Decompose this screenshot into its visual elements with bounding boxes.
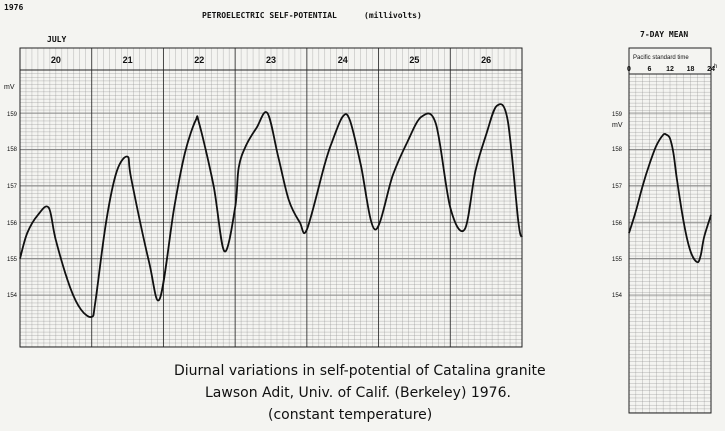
day-label: 21 <box>123 55 133 65</box>
trace-layer <box>19 103 712 318</box>
day-header-row: 20 21 22 23 24 25 26 <box>51 55 491 65</box>
main-ytick-label: 159 <box>7 112 18 118</box>
units-label: (millivolts) <box>364 10 422 20</box>
mean-xtick-label: 24 <box>707 66 715 73</box>
day-label: 23 <box>266 55 276 65</box>
mean-xtick-label: 0 <box>627 66 631 73</box>
mean-unit-label: mV <box>612 122 623 129</box>
caption-line-1: Diurnal variations in self-potential of … <box>170 363 550 379</box>
mean-xtick-label: 12 <box>666 66 674 73</box>
mean-grid <box>628 47 712 414</box>
mean-xlabel: Pacific standard time <box>633 55 689 61</box>
caption-line-2: Lawson Adit, Univ. of Calif. (Berkeley) … <box>201 385 515 401</box>
main-ytick-label: 158 <box>7 147 18 153</box>
mean-trace <box>628 132 712 264</box>
mean-ytick-label: 156 <box>612 221 623 227</box>
day-label: 20 <box>51 55 61 65</box>
main-ytick-label: 155 <box>7 257 18 263</box>
month-label: JULY <box>47 35 66 44</box>
mean-xtick-label: 18 <box>687 66 695 73</box>
year-label: 1976 <box>4 3 23 12</box>
main-grid <box>19 47 523 348</box>
main-ytick-label: 157 <box>7 184 18 190</box>
mean-xtick-label: 6 <box>648 66 652 73</box>
day-label: 26 <box>481 55 491 65</box>
mean-ytick-label: 158 <box>612 147 623 153</box>
self-potential-trace <box>19 103 523 318</box>
main-ytick-label: 154 <box>7 293 18 299</box>
day-label: 22 <box>194 55 204 65</box>
caption-line-3: (constant temperature) <box>264 407 437 423</box>
mean-hour-header: 0 6 12 18 24 <box>627 66 715 73</box>
mean-x-unit: h <box>714 64 717 70</box>
mean-ytick-label: 159 <box>612 112 623 118</box>
main-unit-label: mV <box>4 84 15 91</box>
mean-ytick-label: 157 <box>612 184 623 190</box>
mean-ytick-label: 154 <box>612 293 623 299</box>
day-label: 24 <box>338 55 348 65</box>
mean-ytick-label: 155 <box>612 257 623 263</box>
mean-panel-title: 7-DAY MEAN <box>640 30 688 39</box>
main-frame <box>19 47 523 348</box>
chart-title: PETROELECTRIC SELF-POTENTIAL <box>202 11 337 20</box>
day-label: 25 <box>409 55 419 65</box>
main-ytick-label: 156 <box>7 221 18 227</box>
